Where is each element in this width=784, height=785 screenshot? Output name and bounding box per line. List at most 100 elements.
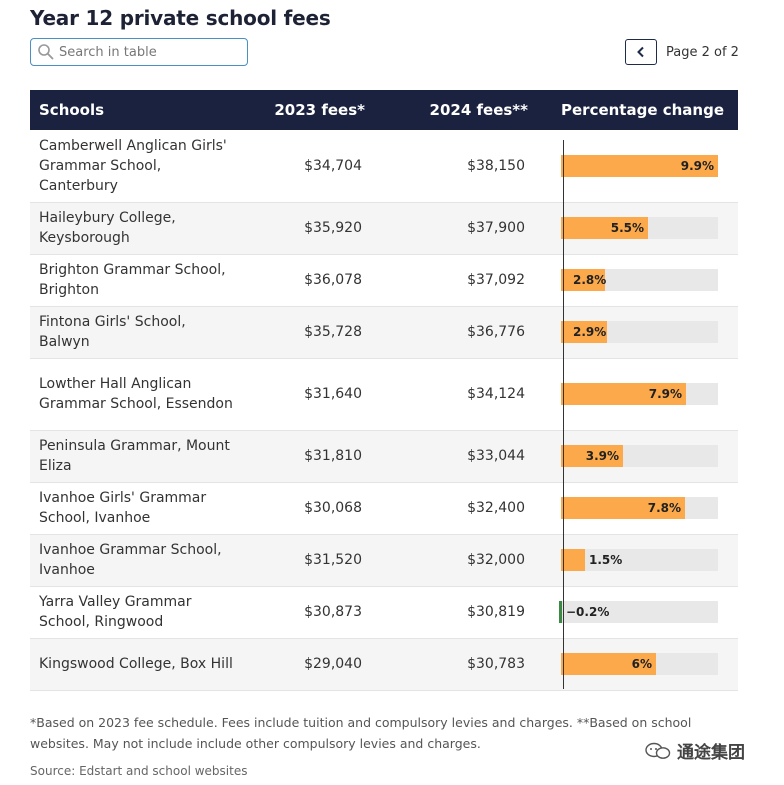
bar-fill (561, 653, 656, 675)
fees-2023: $31,810 (242, 430, 374, 483)
table-row: Lowther Hall Anglican Grammar School, Es… (30, 358, 738, 431)
chevron-left-icon (637, 46, 644, 58)
change-label: 6% (631, 657, 652, 671)
previous-page-button[interactable] (625, 39, 657, 65)
bar-fill (561, 269, 605, 291)
school-name: Yarra Valley Grammar School, Ringwood (30, 586, 242, 639)
fees-2024: $32,400 (374, 482, 537, 535)
change-label: 7.8% (647, 501, 681, 515)
change-bar: 1.5% (561, 549, 718, 571)
change-bar: 9.9% (561, 154, 718, 177)
search-input[interactable] (59, 42, 239, 62)
change-bar: 2.8% (561, 269, 718, 291)
bar-zero-axis (563, 140, 564, 689)
fees-2024: $32,000 (374, 534, 537, 587)
percentage-change-cell: 2.9% (537, 306, 738, 359)
bar-fill (561, 154, 718, 177)
table-row: Ivanhoe Girls' Grammar School, Ivanhoe $3… (30, 482, 738, 535)
bar-fill (559, 601, 562, 623)
fees-2023: $31,640 (242, 358, 374, 431)
percentage-change-cell: 3.9% (537, 430, 738, 483)
change-label: 5.5% (610, 221, 644, 235)
fees-2023: $31,520 (242, 534, 374, 587)
bar-fill (561, 383, 686, 405)
school-name: Haileybury College, Keysborough (30, 202, 242, 255)
percentage-change-cell: 1.5% (537, 534, 738, 587)
bar-fill (561, 217, 648, 239)
percentage-change-cell: 5.5% (537, 202, 738, 255)
page-indicator: Page 2 of 2 (666, 44, 739, 60)
bar-fill (561, 549, 585, 571)
percentage-change-cell: −0.2% (537, 586, 738, 639)
fees-2023: $34,704 (242, 130, 374, 203)
column-header-2023-fees[interactable]: 2023 fees* (242, 90, 374, 130)
table-row: Peninsula Grammar, Mount Eliza $31,810 $33… (30, 430, 738, 483)
search-icon (37, 43, 55, 61)
fees-2023: $35,728 (242, 306, 374, 359)
table-row: Camberwell Anglican Girls' Grammar Schoo… (30, 130, 738, 203)
change-label: 3.9% (585, 449, 619, 463)
change-bar: 6% (561, 653, 718, 675)
watermark-text: 通途集团 (677, 743, 745, 763)
school-name: Ivanhoe Girls' Grammar School, Ivanhoe (30, 482, 242, 535)
bar-track (561, 549, 718, 571)
wechat-icon (645, 742, 671, 759)
bar-fill (561, 497, 685, 519)
fees-2023: $30,873 (242, 586, 374, 639)
column-header-schools[interactable]: Schools (30, 90, 242, 130)
column-header-2024-fees[interactable]: 2024 fees** (374, 90, 537, 130)
change-label: 2.9% (573, 325, 607, 339)
percentage-change-cell: 7.9% (537, 358, 738, 431)
change-label: 9.9% (680, 158, 714, 173)
table-row: Yarra Valley Grammar School, Ringwood $30… (30, 586, 738, 639)
fees-2024: $34,124 (374, 358, 537, 431)
table-row: Haileybury College, Keysborough $35,920 $3… (30, 202, 738, 255)
change-bar: 7.9% (561, 383, 718, 405)
change-bar: −0.2% (559, 601, 718, 623)
percentage-change-cell: 6% (537, 638, 738, 691)
fees-2024: $37,900 (374, 202, 537, 255)
column-header-percentage-change[interactable]: Percentage change (537, 90, 738, 130)
school-name: Peninsula Grammar, Mount Eliza (30, 430, 242, 483)
pagination: Page 2 of 2 (625, 38, 739, 66)
bar-fill (561, 321, 607, 343)
fees-2024: $36,776 (374, 306, 537, 359)
search-box[interactable] (30, 38, 248, 66)
change-label: −0.2% (566, 605, 610, 619)
school-name: Camberwell Anglican Girls' Grammar Schoo… (30, 130, 242, 203)
school-name: Lowther Hall Anglican Grammar School, Es… (30, 358, 242, 431)
fees-2023: $29,040 (242, 638, 374, 691)
fees-2023: $30,068 (242, 482, 374, 535)
fees-2023: $36,078 (242, 254, 374, 307)
fees-2024: $38,150 (374, 130, 537, 203)
change-label: 1.5% (589, 553, 623, 567)
page-title: Year 12 private school fees (30, 6, 331, 30)
change-label: 2.8% (573, 273, 607, 287)
fees-2023: $35,920 (242, 202, 374, 255)
percentage-change-cell: 9.9% (537, 130, 738, 203)
change-bar: 7.8% (561, 497, 718, 519)
footnote: *Based on 2023 fee schedule. Fees includ… (30, 715, 692, 751)
percentage-change-cell: 2.8% (537, 254, 738, 307)
table-header-row: Schools 2023 fees* 2024 fees** Percentag… (30, 90, 738, 130)
fees-2024: $37,092 (374, 254, 537, 307)
table-row: Kingswood College, Box Hill $29,040 $30,78… (30, 638, 738, 691)
fees-2024: $30,783 (374, 638, 537, 691)
school-name: Fintona Girls' School, Balwyn (30, 306, 242, 359)
fees-2024: $30,819 (374, 586, 537, 639)
change-label: 7.9% (648, 387, 682, 401)
percentage-change-cell: 7.8% (537, 482, 738, 535)
bar-fill (561, 445, 623, 467)
change-bar: 5.5% (561, 217, 718, 239)
fees-table: Schools 2023 fees* 2024 fees** Percentag… (30, 90, 738, 691)
bar-track (561, 601, 718, 623)
school-name: Kingswood College, Box Hill (30, 638, 242, 691)
table-row: Brighton Grammar School, Brighton $36,078… (30, 254, 738, 307)
table-row: Fintona Girls' School, Balwyn $35,728 $36,… (30, 306, 738, 359)
watermark: 通途集团 (645, 738, 745, 763)
table-row: Ivanhoe Grammar School, Ivanhoe $31,520 $3… (30, 534, 738, 587)
school-name: Ivanhoe Grammar School, Ivanhoe (30, 534, 242, 587)
change-bar: 2.9% (561, 321, 718, 343)
school-name: Brighton Grammar School, Brighton (30, 254, 242, 307)
fees-2024: $33,044 (374, 430, 537, 483)
